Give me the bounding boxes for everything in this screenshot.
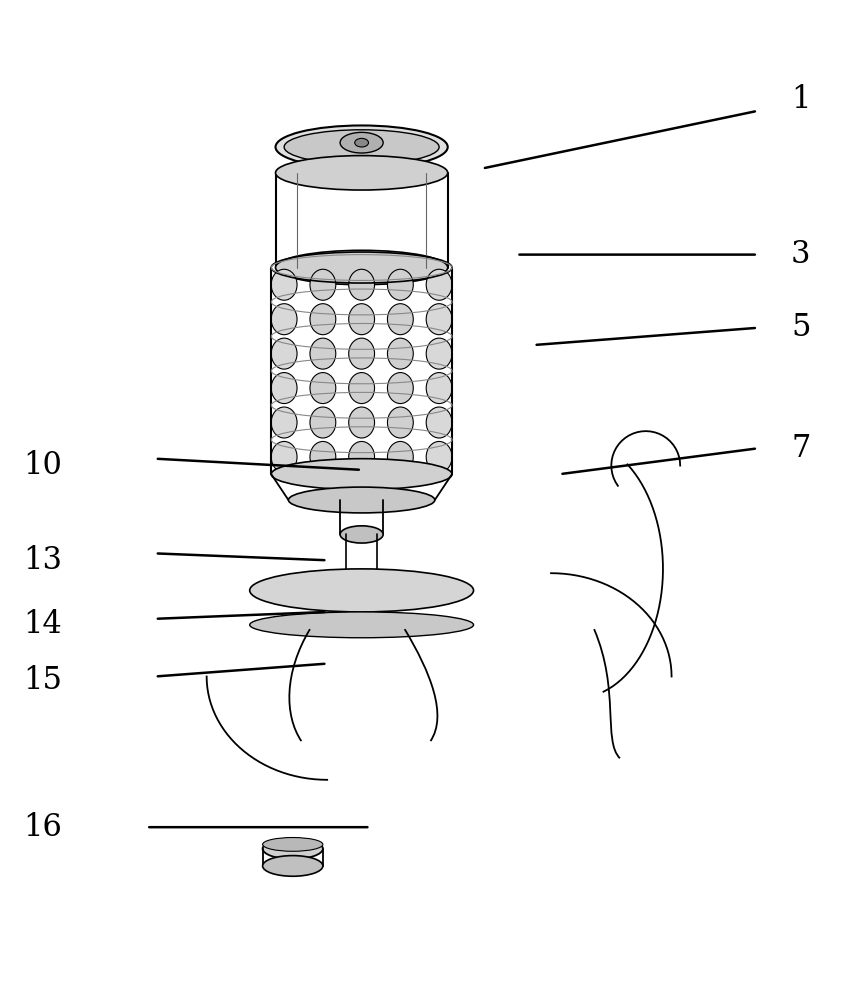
Ellipse shape	[346, 579, 377, 593]
Ellipse shape	[426, 373, 452, 404]
Ellipse shape	[387, 269, 413, 300]
Text: 5: 5	[791, 312, 810, 343]
Text: 1: 1	[791, 84, 810, 115]
Ellipse shape	[284, 130, 439, 164]
Ellipse shape	[349, 407, 375, 438]
Ellipse shape	[349, 269, 375, 300]
Ellipse shape	[349, 304, 375, 335]
Ellipse shape	[355, 138, 369, 147]
Ellipse shape	[276, 125, 448, 169]
Ellipse shape	[271, 338, 297, 369]
Ellipse shape	[276, 250, 448, 285]
Text: 14: 14	[23, 609, 63, 640]
Ellipse shape	[276, 156, 448, 190]
Ellipse shape	[310, 441, 336, 472]
Ellipse shape	[271, 459, 452, 490]
Ellipse shape	[340, 132, 383, 153]
Text: 15: 15	[23, 665, 63, 696]
Ellipse shape	[271, 441, 297, 472]
Ellipse shape	[426, 407, 452, 438]
Ellipse shape	[387, 338, 413, 369]
Ellipse shape	[310, 269, 336, 300]
Text: 7: 7	[791, 433, 810, 464]
Ellipse shape	[310, 373, 336, 404]
Text: 3: 3	[791, 239, 810, 270]
Ellipse shape	[271, 407, 297, 438]
Ellipse shape	[250, 569, 474, 612]
Ellipse shape	[426, 269, 452, 300]
Ellipse shape	[387, 441, 413, 472]
Ellipse shape	[250, 612, 474, 638]
Ellipse shape	[271, 373, 297, 404]
Text: 10: 10	[23, 450, 63, 481]
Ellipse shape	[387, 304, 413, 335]
Ellipse shape	[387, 407, 413, 438]
Text: 16: 16	[23, 812, 63, 843]
Ellipse shape	[263, 838, 323, 859]
Ellipse shape	[387, 373, 413, 404]
Ellipse shape	[349, 338, 375, 369]
Ellipse shape	[263, 856, 323, 876]
Text: 13: 13	[23, 545, 63, 576]
Ellipse shape	[426, 338, 452, 369]
Ellipse shape	[288, 487, 435, 513]
Ellipse shape	[310, 407, 336, 438]
Ellipse shape	[271, 269, 297, 300]
Ellipse shape	[349, 441, 375, 472]
Ellipse shape	[310, 338, 336, 369]
Ellipse shape	[271, 304, 297, 335]
Ellipse shape	[263, 838, 323, 851]
Ellipse shape	[426, 304, 452, 335]
Ellipse shape	[426, 441, 452, 472]
Ellipse shape	[340, 526, 383, 543]
Ellipse shape	[310, 304, 336, 335]
Ellipse shape	[349, 373, 375, 404]
